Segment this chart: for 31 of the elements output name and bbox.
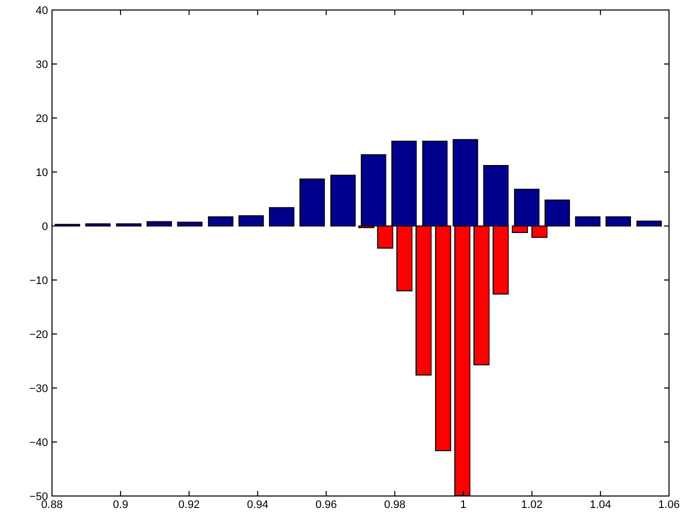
y-tick-label: −40 <box>29 436 48 449</box>
y-tick-label: −30 <box>29 382 48 395</box>
y-tick-label: −20 <box>29 328 48 341</box>
bar <box>146 221 172 226</box>
bar <box>208 216 234 226</box>
bar <box>116 223 142 226</box>
bar <box>606 216 631 226</box>
bar <box>299 178 325 226</box>
x-tick-label: 0.98 <box>384 499 406 511</box>
y-tick-label: 20 <box>36 112 48 125</box>
x-tick-label: 0.96 <box>316 499 337 511</box>
x-tick-label: 0.9 <box>112 499 128 511</box>
x-tick-label: 1.04 <box>590 499 612 511</box>
x-tick-label: 0.92 <box>178 499 200 511</box>
y-tick-label: −10 <box>29 274 48 287</box>
bar <box>636 220 662 226</box>
y-tick-label: 10 <box>36 166 48 179</box>
x-tick-label: 1.06 <box>658 499 680 511</box>
x-tick-label: 1 <box>460 499 466 511</box>
bar <box>575 216 600 226</box>
y-tick-label: 0 <box>42 220 48 233</box>
y-tick-label: 30 <box>36 58 48 71</box>
x-tick-label: 0.88 <box>41 499 63 511</box>
x-tick-label: 0.94 <box>246 499 268 511</box>
bar <box>238 215 264 226</box>
bar <box>85 223 111 226</box>
y-tick-label: 40 <box>36 4 48 17</box>
bar <box>330 174 356 226</box>
bar <box>177 222 202 226</box>
bar <box>268 207 294 226</box>
x-tick-label: 1.02 <box>521 499 543 511</box>
